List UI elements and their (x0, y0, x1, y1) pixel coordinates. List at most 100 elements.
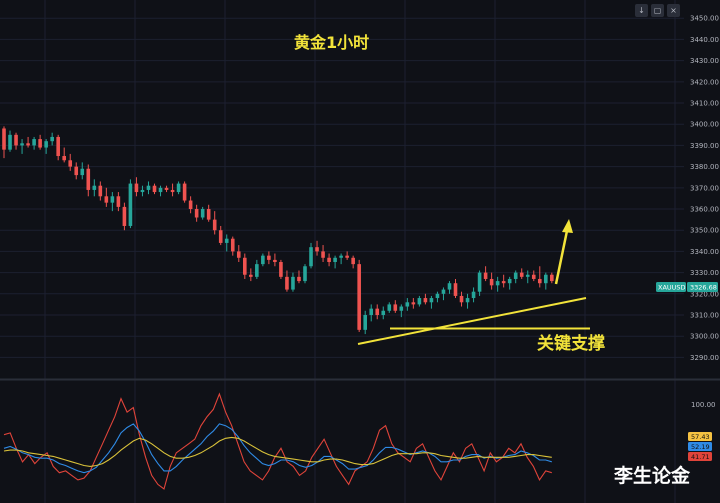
candle-body (333, 257, 337, 263)
candle (236, 245, 241, 263)
candle-body (291, 276, 295, 290)
candle-body (98, 185, 103, 197)
candle-body (483, 272, 488, 279)
candle (14, 132, 18, 150)
candle (339, 253, 343, 265)
candle-body (351, 257, 355, 265)
candle (537, 266, 542, 288)
candle (351, 255, 355, 269)
upward-arrow-head (562, 219, 573, 233)
candle (483, 266, 488, 282)
candle (429, 295, 434, 309)
last-price-tag: XAUUSD 3326.68 (656, 282, 718, 292)
candle (333, 255, 337, 269)
candle (32, 136, 36, 150)
candle-body (273, 259, 277, 263)
candle (399, 304, 404, 318)
candle-body (297, 276, 301, 282)
candles (2, 126, 554, 335)
candle (375, 304, 380, 320)
candle (230, 236, 235, 256)
candle (477, 270, 482, 296)
candle (56, 134, 60, 161)
candle (224, 234, 229, 252)
candle-body (50, 136, 54, 142)
candle-body (194, 209, 199, 218)
candle (200, 206, 205, 220)
candle-body (513, 272, 518, 279)
candle-body (236, 251, 241, 258)
candle (255, 259, 259, 279)
candle-body (459, 295, 464, 303)
candle (291, 272, 295, 292)
price-tick-label: 3430.00 (690, 57, 719, 65)
maximize-button[interactable]: ▢ (651, 4, 664, 17)
candle-body (74, 166, 79, 176)
candle-body (176, 183, 181, 193)
candle-body (224, 238, 229, 243)
candle-body (188, 200, 193, 210)
candle (345, 251, 349, 260)
candle-body (261, 255, 265, 265)
candle (140, 185, 145, 197)
candle-body (218, 230, 223, 243)
candle (471, 287, 476, 303)
price-tick-label: 3370.00 (690, 184, 719, 192)
candle (92, 179, 97, 197)
candle (267, 251, 271, 265)
candle-body (477, 272, 482, 292)
candle (423, 293, 428, 305)
candle (2, 126, 6, 159)
candle-body (122, 206, 127, 226)
candle-body (544, 274, 548, 284)
price-tick-label: 3450.00 (690, 15, 719, 23)
candle-body (8, 134, 12, 150)
candle-body (230, 238, 235, 252)
candle (68, 153, 73, 171)
candle-body (128, 183, 133, 226)
candle (513, 270, 518, 284)
candle (303, 264, 307, 284)
price-tick-label: 3380.00 (690, 163, 719, 171)
indicator-ytick: 100.00 (691, 401, 716, 409)
candle-body (321, 251, 325, 258)
candle-body (399, 306, 404, 311)
annotations: 黄金1小时 关键支撑 (294, 33, 605, 354)
candle (243, 253, 247, 279)
candle (194, 204, 199, 222)
minimize-button[interactable]: ↓ (635, 4, 648, 17)
candle (86, 164, 91, 197)
candle (98, 181, 103, 201)
close-button[interactable]: × (667, 4, 680, 17)
indicator-tag-yellow: 57.43 (691, 433, 710, 441)
candle-body (519, 272, 524, 277)
candle-body (393, 304, 398, 311)
candle-body (170, 189, 175, 193)
candle-body (249, 274, 253, 277)
candle-body (200, 209, 205, 218)
candle-body (501, 281, 506, 284)
price-axis[interactable]: 3450.00 3440.00 3430.00 3420.00 3410.00 3400.… (690, 15, 719, 362)
candle-body (381, 310, 386, 316)
price-tick-label: 3400.00 (690, 121, 719, 129)
candle-body (152, 185, 157, 193)
candle-body (411, 302, 416, 305)
candle (26, 136, 30, 148)
candle-body (279, 262, 283, 277)
candle-body (134, 183, 139, 193)
chart-title: 黄金1小时 (294, 33, 369, 52)
candle-body (104, 196, 109, 203)
candle (489, 272, 494, 290)
candle (110, 192, 115, 212)
candle-body (315, 247, 319, 252)
candle-body (20, 143, 24, 146)
candle (369, 304, 374, 322)
candle-body (441, 289, 446, 294)
candle (501, 274, 506, 288)
candle (465, 293, 470, 309)
candle (495, 276, 500, 292)
price-tick-label: 3440.00 (690, 36, 719, 44)
symbol-tag-bg (656, 282, 686, 292)
candle (80, 162, 85, 180)
